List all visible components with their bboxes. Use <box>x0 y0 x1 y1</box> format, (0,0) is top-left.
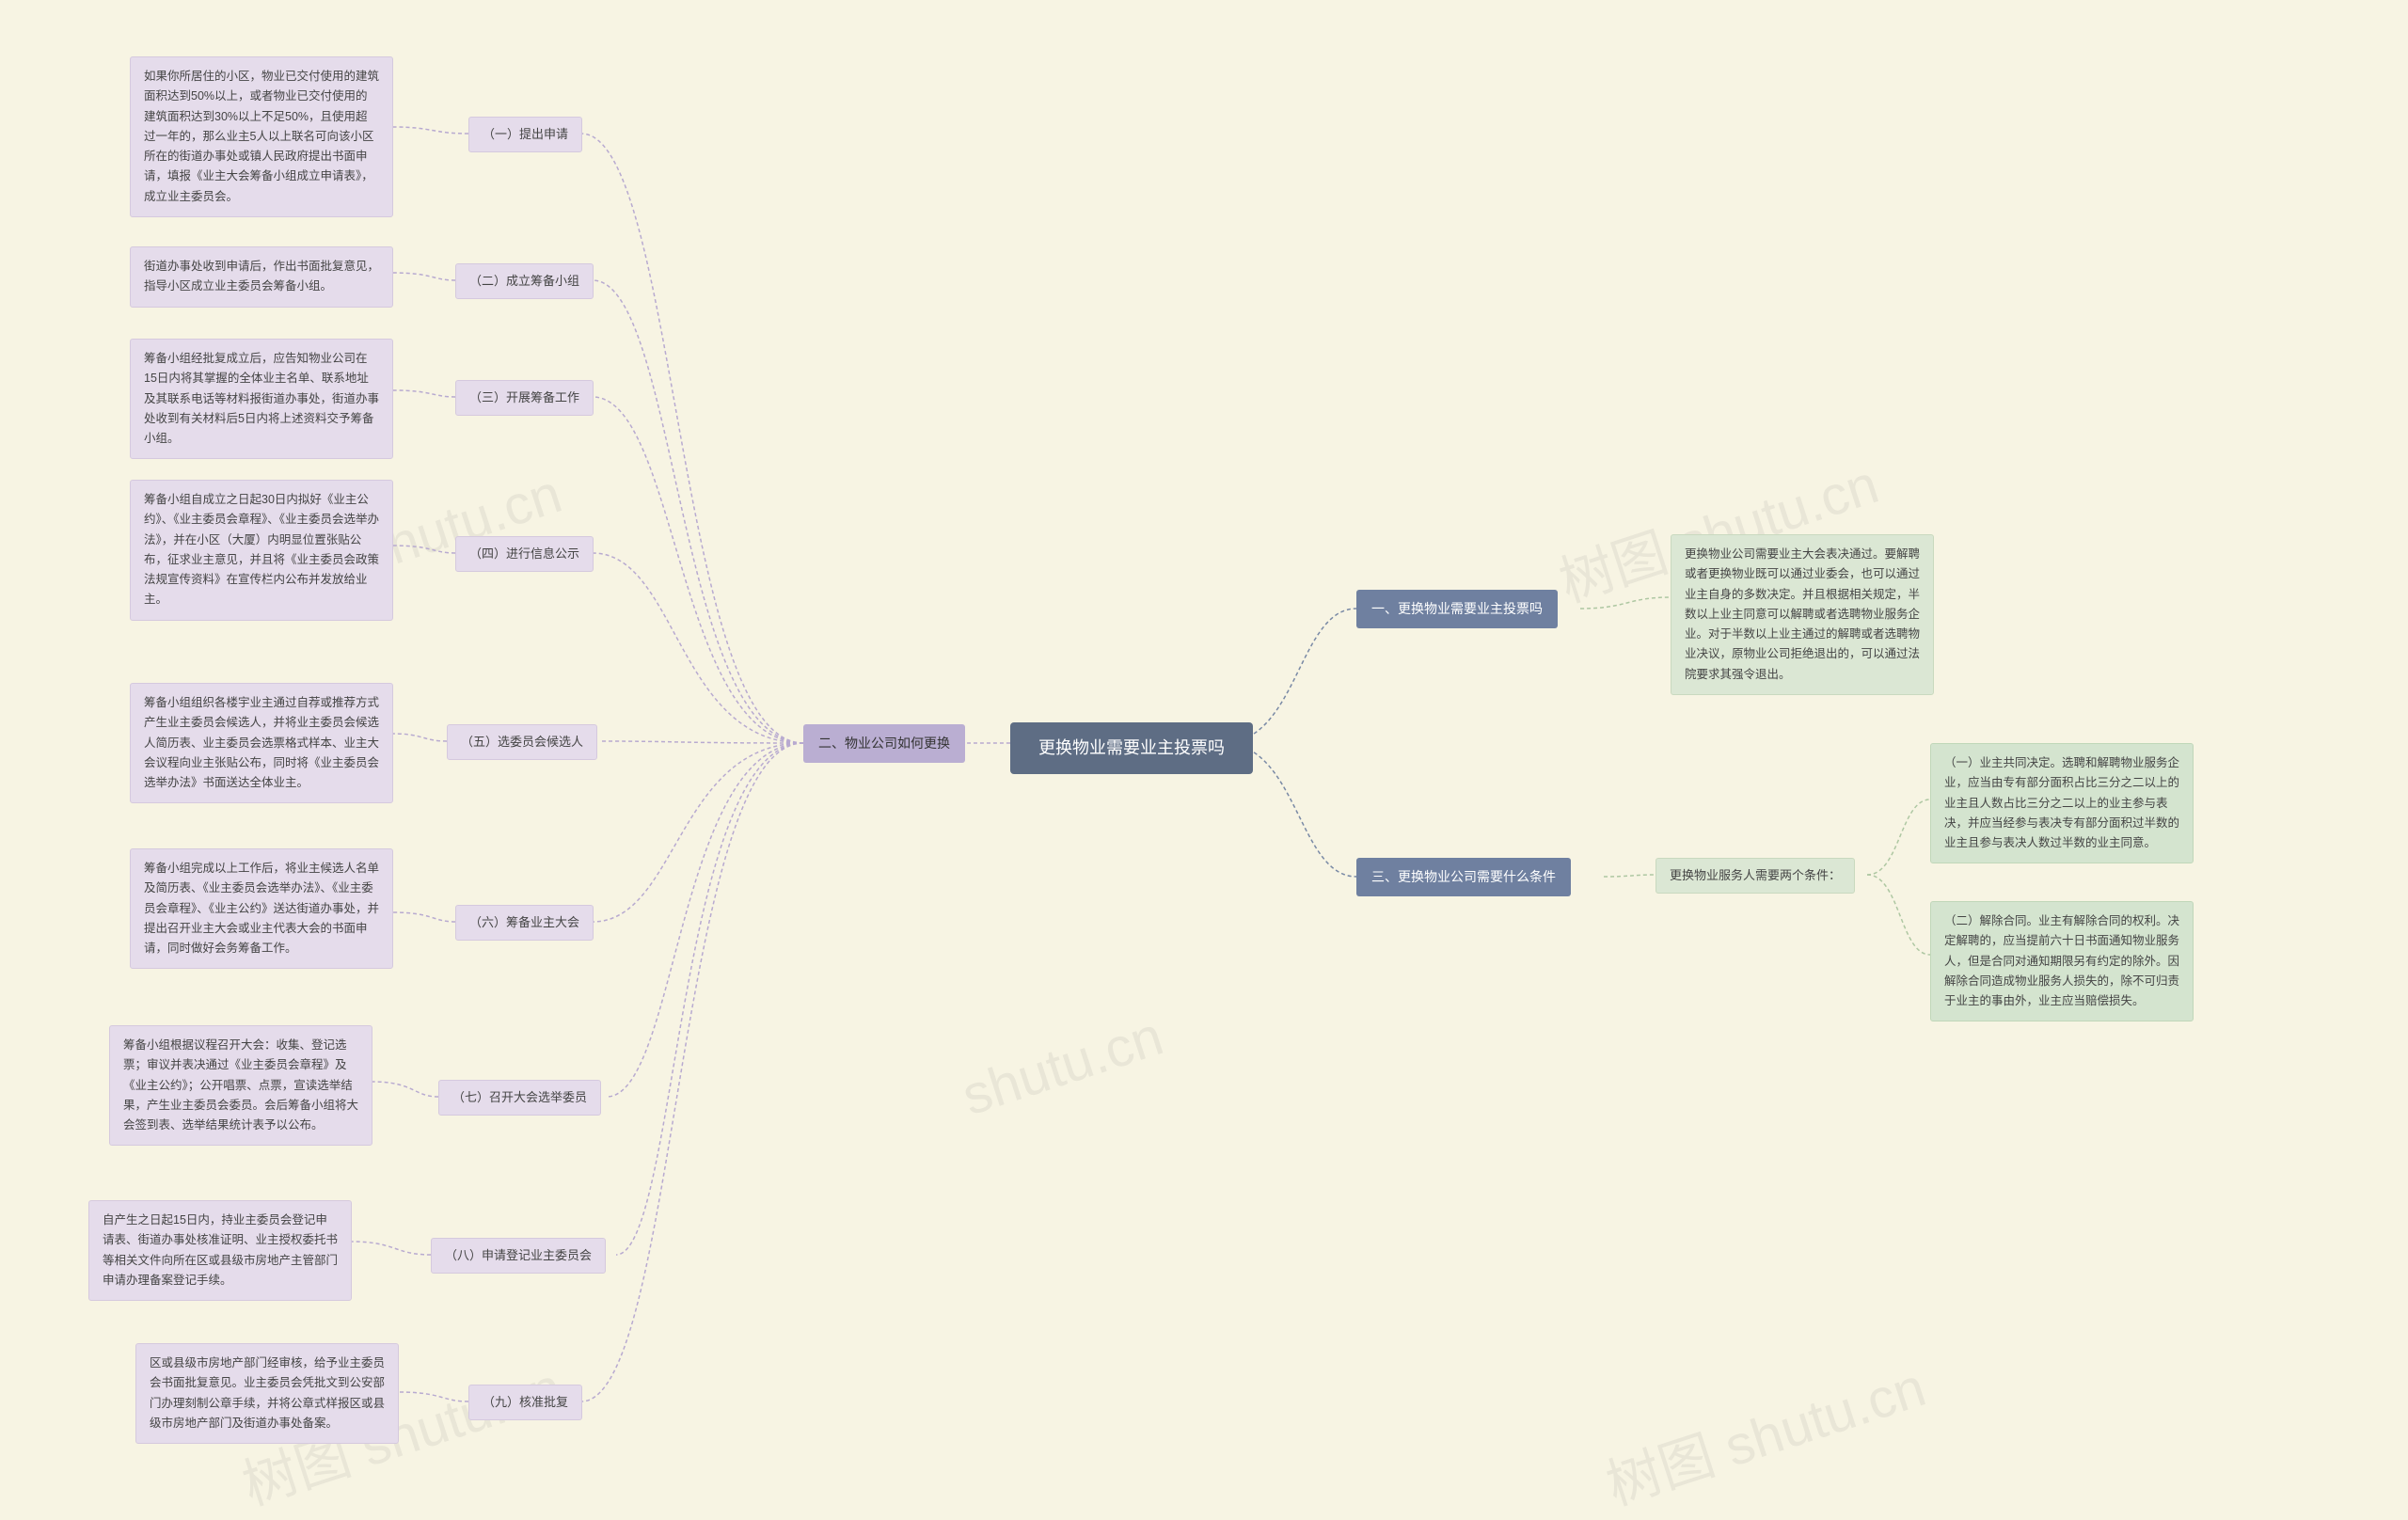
step-9-detail: 区或县级市房地产部门经审核，给予业主委员会书面批复意见。业主委员会凭批文到公安部… <box>135 1343 399 1444</box>
branch-r2[interactable]: 三、更换物业公司需要什么条件 <box>1356 858 1571 896</box>
step-2-detail: 街道办事处收到申请后，作出书面批复意见，指导小区成立业主委员会筹备小组。 <box>130 246 393 308</box>
step-3[interactable]: （三）开展筹备工作 <box>455 380 594 416</box>
step-7-detail: 筹备小组根据议程召开大会：收集、登记选票；审议并表决通过《业主委员会章程》及《业… <box>109 1025 372 1146</box>
watermark: 树图 shutu.cn <box>1595 1343 1934 1520</box>
leaf-r2a: 更换物业服务人需要两个条件： <box>1656 858 1855 894</box>
watermark: shutu.cn <box>955 1005 1170 1128</box>
step-1-detail: 如果你所居住的小区，物业已交付使用的建筑面积达到50%以上，或者物业已交付使用的… <box>130 56 393 217</box>
step-5-detail: 筹备小组组织各楼宇业主通过自荐或推荐方式产生业主委员会候选人，并将业主委员会候选… <box>130 683 393 803</box>
step-7[interactable]: （七）召开大会选举委员 <box>438 1080 601 1116</box>
step-4-detail: 筹备小组自成立之日起30日内拟好《业主公约》、《业主委员会章程》、《业主委员会选… <box>130 480 393 621</box>
branch-left[interactable]: 二、物业公司如何更换 <box>803 724 965 763</box>
step-2[interactable]: （二）成立筹备小组 <box>455 263 594 299</box>
branch-r1[interactable]: 一、更换物业需要业主投票吗 <box>1356 590 1558 628</box>
step-4[interactable]: （四）进行信息公示 <box>455 536 594 572</box>
step-8-detail: 自产生之日起15日内，持业主委员会登记申请表、街道办事处核准证明、业主授权委托书… <box>88 1200 352 1301</box>
root-node[interactable]: 更换物业需要业主投票吗 <box>1010 722 1253 774</box>
step-5[interactable]: （五）选委员会候选人 <box>447 724 597 760</box>
step-6[interactable]: （六）筹备业主大会 <box>455 905 594 941</box>
step-8[interactable]: （八）申请登记业主委员会 <box>431 1238 606 1274</box>
step-1[interactable]: （一）提出申请 <box>468 117 582 152</box>
step-6-detail: 筹备小组完成以上工作后，将业主候选人名单及简历表、《业主委员会选举办法》、《业主… <box>130 848 393 969</box>
leaf-r2a1: （一）业主共同决定。选聘和解聘物业服务企业，应当由专有部分面积占比三分之二以上的… <box>1930 743 2194 863</box>
leaf-r1a: 更换物业公司需要业主大会表决通过。要解聘或者更换物业既可以通过业委会，也可以通过… <box>1671 534 1934 695</box>
step-9[interactable]: （九）核准批复 <box>468 1385 582 1420</box>
leaf-r2a2: （二）解除合同。业主有解除合同的权利。决定解聘的，应当提前六十日书面通知物业服务… <box>1930 901 2194 1021</box>
step-3-detail: 筹备小组经批复成立后，应告知物业公司在15日内将其掌握的全体业主名单、联系地址及… <box>130 339 393 459</box>
